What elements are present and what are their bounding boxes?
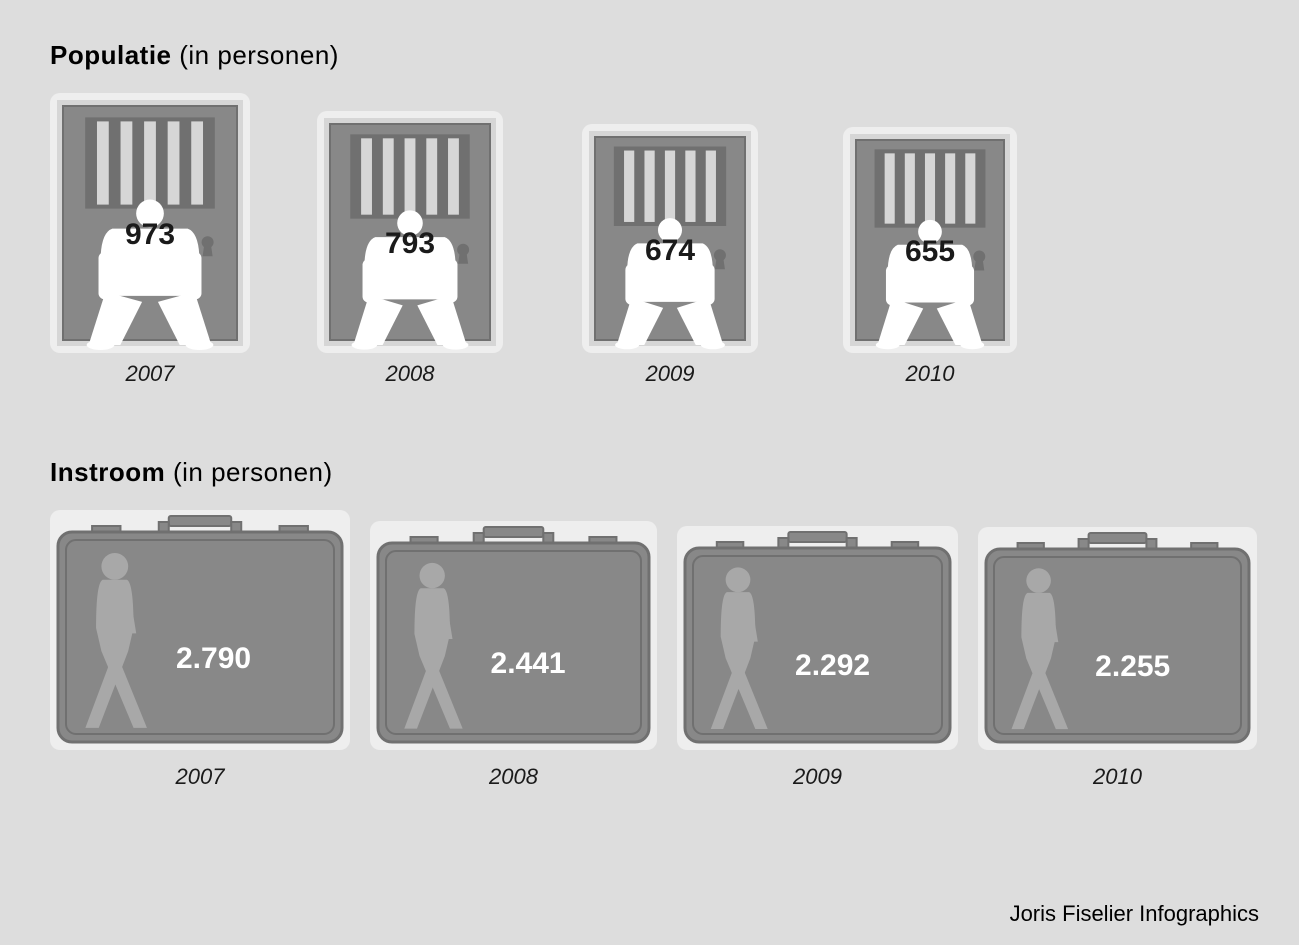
instroom-title: Instroom (in personen) bbox=[50, 457, 1249, 488]
populatie-item: 793 2008 bbox=[310, 111, 510, 387]
populatie-year: 2010 bbox=[906, 361, 955, 387]
instroom-item: 2.255 2010 bbox=[978, 527, 1257, 790]
instroom-year: 2009 bbox=[793, 764, 842, 790]
instroom-card: 2.292 bbox=[677, 526, 958, 750]
instroom-year: 2010 bbox=[1093, 764, 1142, 790]
infographic-canvas: Populatie (in personen) 973 2007 bbox=[0, 0, 1299, 945]
instroom-card: 2.790 bbox=[50, 510, 350, 750]
populatie-value: 793 bbox=[385, 227, 435, 261]
instroom-item: 2.441 2008 bbox=[370, 521, 657, 790]
instroom-value: 2.255 bbox=[1095, 650, 1170, 684]
instroom-value: 2.790 bbox=[176, 642, 251, 676]
populatie-value: 674 bbox=[645, 234, 695, 268]
populatie-value: 655 bbox=[905, 235, 955, 269]
instroom-value: 2.441 bbox=[491, 647, 566, 681]
instroom-title-bold: Instroom bbox=[50, 457, 165, 487]
populatie-value: 973 bbox=[125, 218, 175, 252]
populatie-title-bold: Populatie bbox=[50, 40, 172, 70]
populatie-title-light: (in personen) bbox=[172, 40, 339, 70]
populatie-section: Populatie (in personen) 973 2007 bbox=[50, 40, 1249, 387]
instroom-row: 2.790 2007 2.441 2008 bbox=[50, 510, 1249, 790]
populatie-year: 2009 bbox=[646, 361, 695, 387]
populatie-year: 2008 bbox=[386, 361, 435, 387]
instroom-value: 2.292 bbox=[795, 649, 870, 683]
populatie-card: 793 bbox=[317, 111, 503, 353]
instroom-year: 2008 bbox=[489, 764, 538, 790]
instroom-section: Instroom (in personen) 2.790 2007 bbox=[50, 457, 1249, 790]
populatie-card: 655 bbox=[843, 127, 1017, 353]
instroom-card: 2.441 bbox=[370, 521, 657, 750]
populatie-card: 973 bbox=[50, 93, 250, 353]
instroom-item: 2.292 2009 bbox=[677, 526, 958, 790]
populatie-item: 674 2009 bbox=[570, 124, 770, 387]
instroom-card: 2.255 bbox=[978, 527, 1257, 750]
populatie-item: 655 2010 bbox=[830, 127, 1030, 387]
credit-text: Joris Fiselier Infographics bbox=[1010, 901, 1259, 927]
instroom-title-light: (in personen) bbox=[165, 457, 332, 487]
instroom-item: 2.790 2007 bbox=[50, 510, 350, 790]
populatie-title: Populatie (in personen) bbox=[50, 40, 1249, 71]
populatie-row: 973 2007 793 2008 bbox=[50, 93, 1249, 387]
populatie-year: 2007 bbox=[126, 361, 175, 387]
instroom-year: 2007 bbox=[176, 764, 225, 790]
populatie-card: 674 bbox=[582, 124, 758, 353]
populatie-item: 973 2007 bbox=[50, 93, 250, 387]
